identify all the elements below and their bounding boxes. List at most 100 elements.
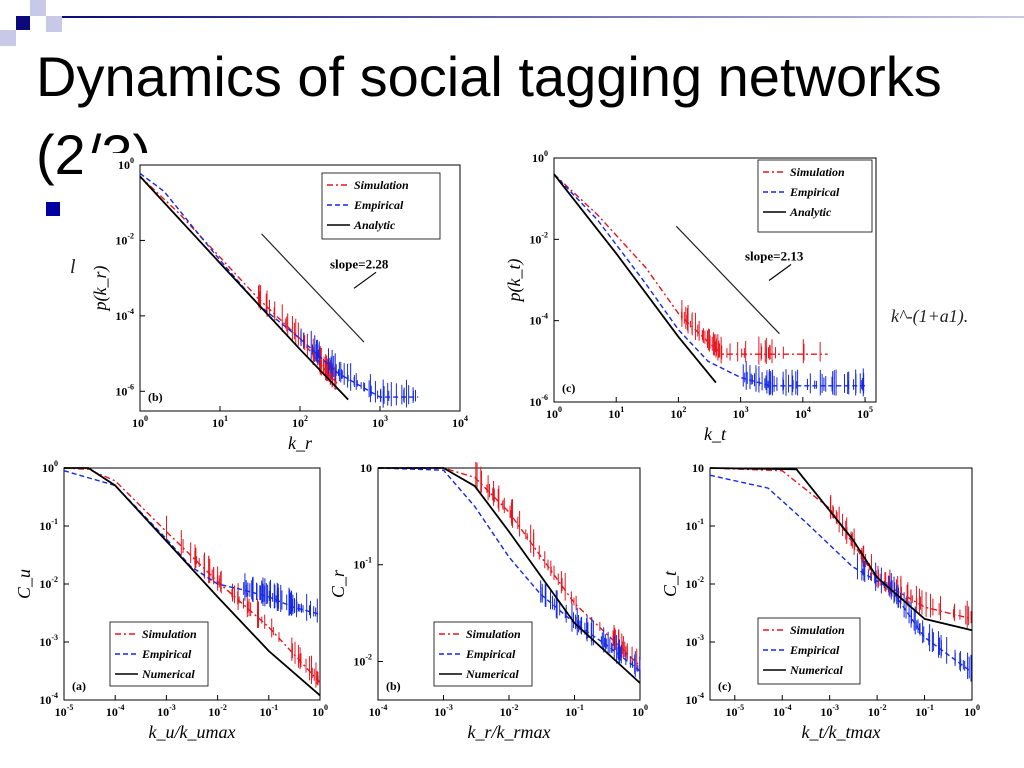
y-tick-label: 10-2 (529, 230, 548, 246)
x-axis-label: k_u/k_umax (149, 722, 236, 742)
series-line-simulation (553, 173, 828, 355)
legend-box (757, 617, 861, 685)
x-tick-label: 10-4 (773, 703, 792, 719)
series-line-numerical (378, 467, 641, 684)
chart-panel-pk-r: 100 101 102 103 104 100 10-2 10-4 10-6 k_r p(k_r) s… (82, 153, 482, 453)
x-tick-label: 10-1 (259, 703, 278, 719)
y-tick-label: 10-4 (115, 307, 134, 323)
series-line-simulation (378, 467, 641, 667)
panel-tag: (b) (148, 390, 163, 404)
series-line-analytic (139, 175, 349, 401)
chart-panel-cr: 10-4 10-3 10-2 10-1 100 10 10-1 10-2 k_r/k_rmax C… (328, 458, 662, 764)
y-tick-label: 10-2 (39, 575, 58, 591)
x-tick-label: 100 (964, 703, 980, 719)
x-tick-label: 10-3 (157, 703, 176, 719)
x-tick-label: 102 (670, 405, 686, 421)
legend-label-simulation: Simulation (354, 178, 409, 192)
y-tick-label: 10 (360, 461, 372, 475)
series-line-numerical (709, 467, 973, 632)
chart-panel-pk-t: 100 101 102 103 104 105 100 10-2 10-4 10-6 k_t p(k_… (496, 146, 890, 454)
legend-label-empirical: Empirical (465, 647, 516, 661)
x-tick-label: 10-5 (725, 703, 744, 719)
x-tick-label: 10-5 (55, 703, 74, 719)
series-line-numerical (64, 467, 321, 697)
y-axis-label: p(k_t) (504, 259, 525, 304)
y-axis-label: C_u (14, 569, 34, 599)
y-tick-label: 10-6 (115, 382, 134, 398)
y-axis-label: C_t (660, 570, 680, 597)
x-tick-label: 10-2 (208, 703, 227, 719)
legend-label-simulation: Simulation (466, 627, 521, 641)
slope-annotation: slope=2.13 (745, 248, 804, 263)
x-tick-label: 10-1 (565, 703, 584, 719)
panel-tag: (b) (386, 679, 401, 693)
x-tick-label: 100 (312, 703, 328, 719)
x-axis-label: k_r (288, 433, 313, 453)
y-tick-label: 10-3 (685, 633, 704, 649)
y-tick-label: 10-2 (685, 575, 704, 591)
legend-label-empirical: Empirical (353, 198, 404, 212)
x-tick-label: 105 (857, 405, 873, 421)
x-tick-label: 103 (372, 414, 388, 430)
series-line-empirical (709, 474, 973, 673)
legend-label-empirical: Empirical (789, 185, 840, 199)
right-formula-fragment: k^-(1+a1). (891, 306, 969, 326)
series-line-empirical (63, 470, 321, 615)
x-tick-label: 10-2 (868, 703, 887, 719)
chart-cu: 10-5 10-4 10-3 10-2 10-1 10010010-110-210-310… (14, 459, 328, 742)
x-tick-label: 10-4 (106, 703, 125, 719)
legend-label-empirical: Empirical (141, 647, 192, 661)
y-tick-label: 100 (532, 149, 548, 165)
legend-label-analytic: Analytic (789, 205, 832, 219)
legend-label-simulation: Simulation (790, 165, 845, 179)
bullet-square (46, 202, 60, 216)
x-tick-label: 102 (292, 414, 308, 430)
legend-label-simulation: Simulation (790, 623, 845, 637)
y-tick-label: 10-4 (529, 312, 548, 328)
x-tick-label: 10-3 (820, 703, 839, 719)
chart-ct: 10-5 10-4 10-3 10-2 10-1 100 10 10-1 10-2 10-3 10-… (660, 461, 980, 742)
y-tick-label: 10 (692, 461, 704, 475)
y-axis-label: p(k_r) (90, 266, 111, 313)
x-tick-label: 100 (632, 703, 648, 719)
x-tick-label: 10-2 (500, 703, 519, 719)
chart-panel-ct: 10-5 10-4 10-3 10-2 10-1 100 10 10-1 10-2 10-3 10-… (660, 458, 994, 764)
x-tick-label: 10-4 (369, 703, 388, 719)
y-tick-label: 10-4 (685, 691, 704, 707)
y-tick-label: 10-1 (685, 517, 704, 533)
legend-label-empirical: Empirical (789, 643, 840, 657)
series-line-analytic (553, 173, 717, 384)
y-tick-label: 100 (118, 156, 134, 172)
legend-label-numerical: Numerical (789, 663, 843, 677)
chart-panel-cu: 10-5 10-4 10-3 10-2 10-1 100 100 10-1 10-2 10-3 10… (10, 458, 336, 764)
slope-reference-line (675, 225, 780, 335)
x-axis-label: k_r/k_rmax (468, 722, 551, 742)
y-tick-label: 10-3 (39, 633, 58, 649)
x-tick-label: 101 (608, 405, 624, 421)
panel-tag: (c) (562, 381, 575, 395)
series-line-simulation (63, 467, 321, 683)
y-tick-label: 10-1 (39, 517, 58, 533)
chart-cr: 10-4 10-3 10-2 10-1 100 10 10-1 10-2 k_r/k_rmax C… (328, 461, 648, 742)
legend-label-numerical: Numerical (141, 667, 195, 681)
x-tick-label: 100 (546, 405, 562, 421)
x-axis-label: k_t (704, 424, 727, 444)
slope-arrow (353, 271, 377, 289)
slope-reference-line (261, 233, 365, 343)
legend-label-simulation: Simulation (142, 627, 197, 641)
x-tick-label: 10-1 (915, 703, 934, 719)
chart-pk-t: 100 101 102 103 104 10510010-210-410-6k_tp(k_… (504, 149, 877, 444)
x-tick-label: 103 (733, 405, 749, 421)
left-text-fragment: l (70, 256, 76, 278)
slope-annotation: slope=2.28 (330, 256, 389, 271)
deco-square-dark (16, 16, 30, 30)
x-tick-label: 104 (452, 414, 468, 430)
x-tick-label: 100 (132, 414, 148, 430)
deco-square-light-3 (0, 30, 16, 46)
series-line-empirical (377, 467, 641, 672)
x-axis-label: k_t/k_tmax (802, 722, 881, 742)
slope-arrow (768, 263, 792, 281)
chart-pk-r: 100 101 102 103 104 100 10-2 10-4 10-6 k_r p(k_r) s… (90, 156, 468, 453)
y-tick-label: 10-1 (353, 556, 372, 572)
legend-box (321, 172, 441, 240)
